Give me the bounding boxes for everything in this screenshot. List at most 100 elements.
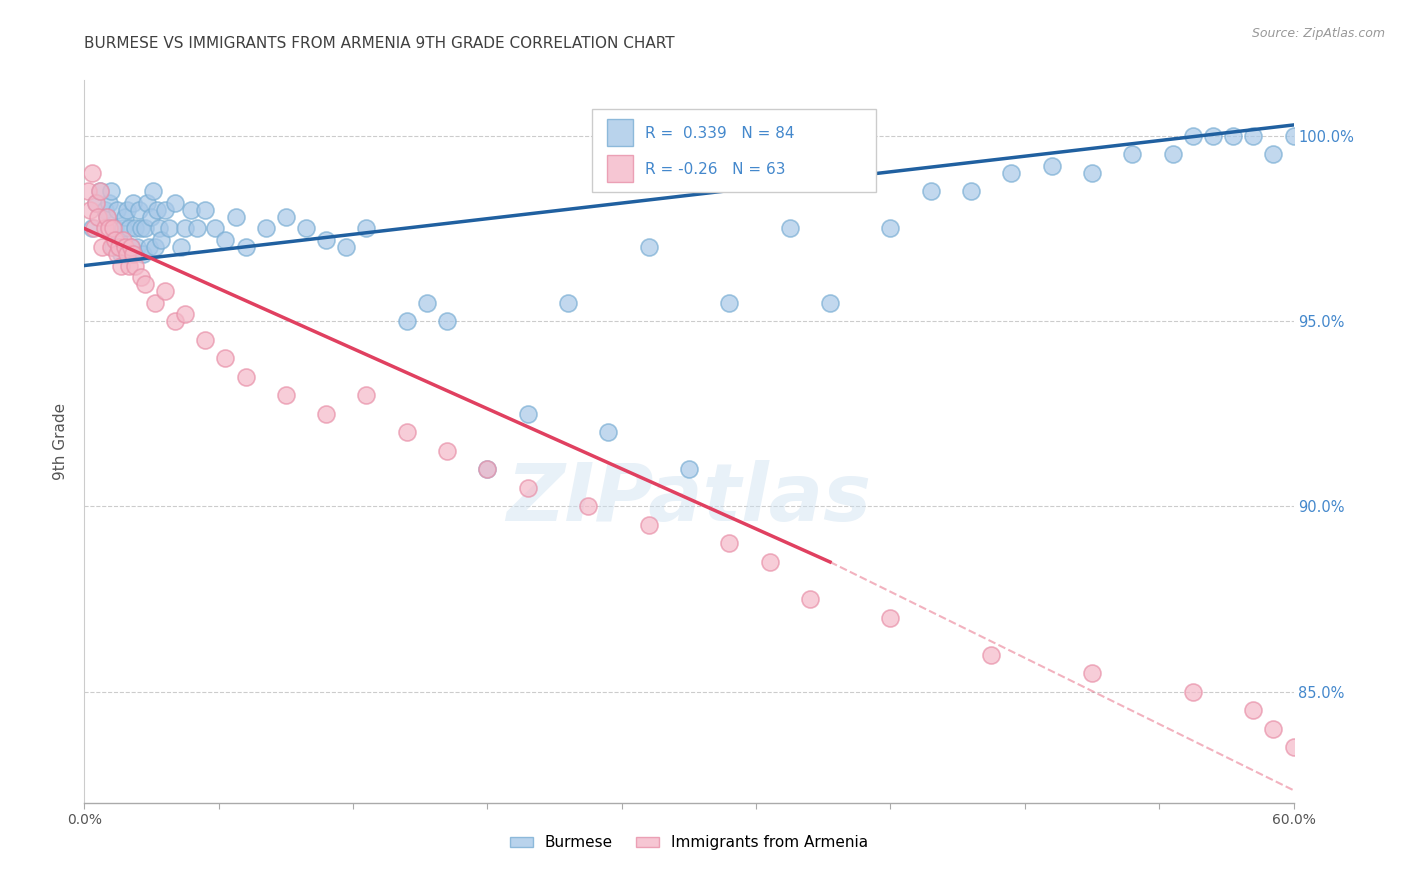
Point: [576, 500, 599, 514]
Point: [124, 221, 146, 235]
FancyBboxPatch shape: [592, 109, 876, 193]
Point: [111, 221, 134, 235]
Point: [79, 202, 101, 217]
Point: [477, 462, 499, 476]
Point: [135, 195, 157, 210]
Y-axis label: 9th Grade: 9th Grade: [53, 403, 69, 480]
Point: [1081, 166, 1104, 180]
Point: [194, 202, 217, 217]
Point: [115, 247, 138, 261]
Point: [100, 240, 122, 254]
Point: [86, 195, 108, 210]
Text: ZIPatlas: ZIPatlas: [506, 460, 872, 539]
Point: [1403, 128, 1406, 143]
Point: [120, 240, 142, 254]
Point: [235, 240, 257, 254]
Point: [295, 221, 318, 235]
Point: [254, 221, 277, 235]
Point: [678, 462, 700, 476]
Point: [153, 285, 176, 299]
Point: [637, 240, 659, 254]
Point: [879, 221, 901, 235]
Point: [77, 185, 100, 199]
Point: [194, 333, 217, 347]
Point: [1222, 128, 1244, 143]
Point: [1362, 128, 1385, 143]
Point: [93, 202, 115, 217]
Point: [980, 648, 1002, 662]
Point: [128, 202, 150, 217]
Point: [1343, 128, 1365, 143]
Point: [315, 233, 337, 247]
Point: [97, 195, 120, 210]
Point: [180, 202, 202, 217]
Point: [1161, 147, 1184, 161]
Point: [104, 221, 127, 235]
Point: [105, 202, 128, 217]
Point: [115, 202, 138, 217]
Point: [125, 240, 148, 254]
Point: [598, 425, 620, 440]
Point: [477, 462, 499, 476]
Point: [960, 185, 983, 199]
Point: [146, 202, 169, 217]
Point: [134, 277, 156, 291]
Point: [111, 233, 134, 247]
Point: [97, 221, 120, 235]
Point: [118, 221, 141, 235]
Point: [138, 240, 160, 254]
Point: [718, 295, 741, 310]
Point: [920, 185, 942, 199]
Point: [91, 240, 114, 254]
Point: [416, 295, 439, 310]
Point: [165, 314, 187, 328]
Point: [1241, 128, 1264, 143]
Point: [101, 240, 124, 254]
Point: [170, 240, 193, 254]
Point: [1263, 147, 1285, 161]
Point: [235, 369, 257, 384]
Point: [129, 269, 152, 284]
Point: [1263, 722, 1285, 736]
Point: [104, 233, 127, 247]
Point: [1282, 740, 1305, 755]
Point: [118, 259, 141, 273]
Point: [395, 314, 418, 328]
Text: R = -0.26   N = 63: R = -0.26 N = 63: [645, 161, 786, 177]
Point: [120, 240, 142, 254]
Point: [436, 443, 458, 458]
Point: [107, 233, 129, 247]
Point: [274, 211, 297, 225]
Point: [1121, 147, 1143, 161]
Point: [86, 195, 108, 210]
Point: [101, 221, 124, 235]
Point: [1302, 136, 1324, 151]
Point: [82, 221, 104, 235]
Point: [879, 610, 901, 624]
Point: [139, 211, 162, 225]
Point: [121, 195, 143, 210]
Point: [134, 221, 156, 235]
Point: [214, 351, 236, 366]
Point: [779, 221, 801, 235]
Point: [436, 314, 458, 328]
Point: [110, 259, 132, 273]
Point: [87, 211, 110, 225]
Point: [214, 233, 236, 247]
Point: [1000, 166, 1022, 180]
Point: [93, 221, 115, 235]
Point: [1181, 684, 1204, 698]
Point: [718, 536, 741, 550]
Point: [143, 295, 166, 310]
Point: [274, 388, 297, 402]
Point: [149, 233, 172, 247]
Point: [89, 185, 111, 199]
Point: [83, 221, 105, 235]
Point: [124, 259, 146, 273]
Point: [1181, 128, 1204, 143]
Point: [110, 247, 132, 261]
Point: [1202, 128, 1225, 143]
Point: [153, 202, 176, 217]
Point: [105, 247, 128, 261]
Point: [516, 407, 538, 421]
